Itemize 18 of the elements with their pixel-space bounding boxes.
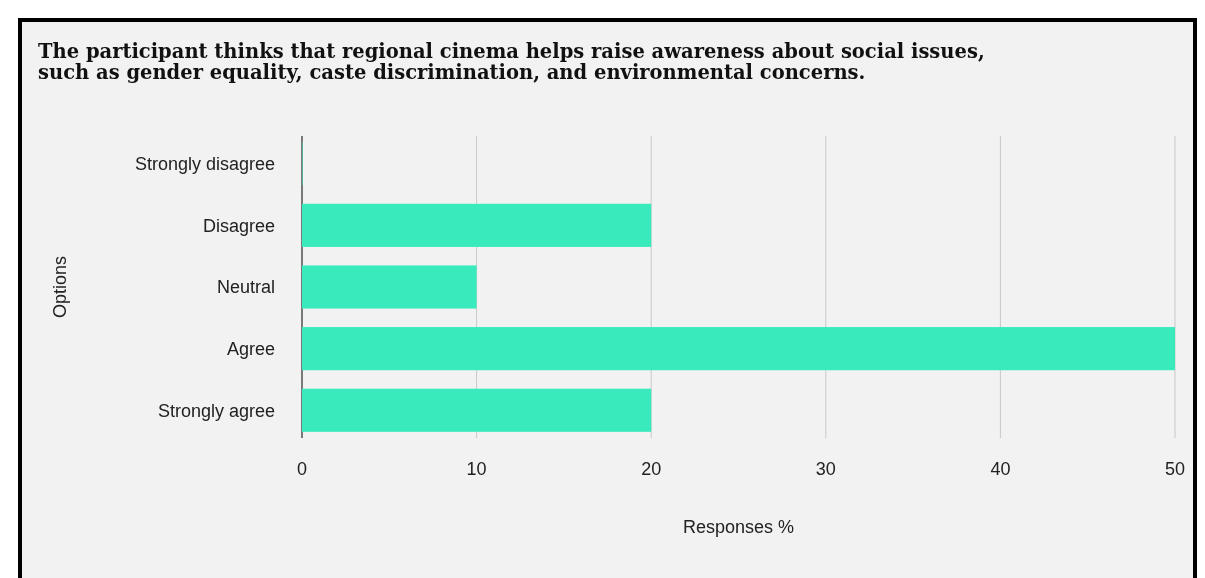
y-axis-title: Options [50,255,70,319]
x-tick-label: 40 [990,459,1011,479]
bar [302,265,477,309]
x-tick-label: 10 [466,459,487,479]
x-axis-title: Responses % [682,517,795,537]
bar [302,203,652,247]
chart-title: The participant thinks that regional cinema helps raise awareness about social issues, such as gender equality, caste discrimination, and environmental concerns. [38,40,985,84]
x-tick-label: 50 [1164,459,1186,479]
x-tick-label: 0 [296,459,308,479]
x-tick-label: 30 [815,459,836,479]
y-tick-label: Agree [226,338,275,359]
y-tick-label: Strongly disagree [134,154,275,175]
bar [302,327,1175,371]
y-tick-label: Strongly agree [157,400,275,421]
y-tick-label: Disagree [202,215,275,236]
y-tick-label: Neutral [216,277,275,298]
x-tick-label: 20 [641,459,662,479]
bar [302,388,652,432]
